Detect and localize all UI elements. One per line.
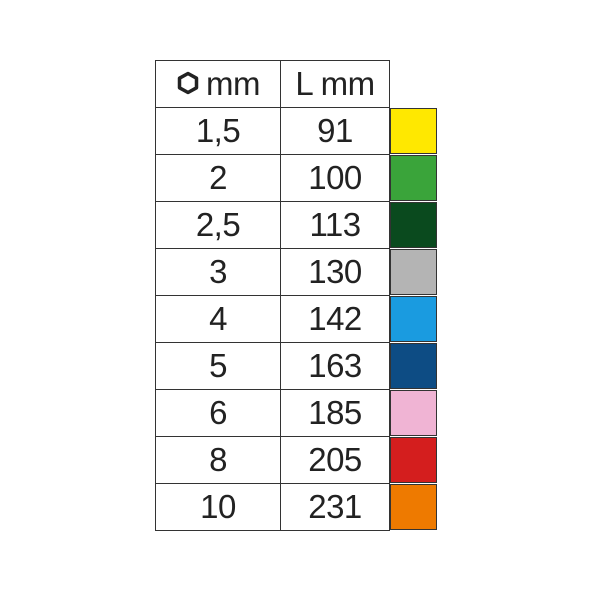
hex-key-size-table: mm L mm 1,5 91 2 100 2,5 113 3 130 4 142 5 163 6 185 8… bbox=[155, 60, 439, 531]
length-cell: 130 bbox=[280, 248, 390, 296]
table-header-row: mm L mm bbox=[155, 60, 439, 108]
color-swatch bbox=[390, 437, 437, 483]
table-row: 5 163 bbox=[155, 342, 439, 390]
hexagon-icon bbox=[177, 72, 199, 95]
color-swatch bbox=[390, 296, 437, 342]
size-cell: 2,5 bbox=[155, 201, 281, 249]
table-row: 3 130 bbox=[155, 248, 439, 296]
header-length: L mm bbox=[280, 60, 390, 108]
size-cell: 1,5 bbox=[155, 107, 281, 155]
table-row: 8 205 bbox=[155, 436, 439, 484]
color-swatch bbox=[390, 484, 437, 530]
size-cell: 8 bbox=[155, 436, 281, 484]
size-cell: 6 bbox=[155, 389, 281, 437]
length-cell: 205 bbox=[280, 436, 390, 484]
table-row: 1,5 91 bbox=[155, 107, 439, 155]
size-cell: 3 bbox=[155, 248, 281, 296]
table-row: 6 185 bbox=[155, 389, 439, 437]
color-swatch bbox=[390, 390, 437, 436]
size-cell: 4 bbox=[155, 295, 281, 343]
color-swatch bbox=[390, 155, 437, 201]
color-swatch bbox=[390, 343, 437, 389]
size-cell: 10 bbox=[155, 483, 281, 531]
header-size-unit: mm bbox=[206, 65, 260, 102]
length-cell: 142 bbox=[280, 295, 390, 343]
header-size: mm bbox=[155, 60, 281, 108]
length-cell: 91 bbox=[280, 107, 390, 155]
color-swatch bbox=[390, 108, 437, 154]
size-cell: 5 bbox=[155, 342, 281, 390]
length-cell: 231 bbox=[280, 483, 390, 531]
table-row: 2 100 bbox=[155, 154, 439, 202]
table-row: 4 142 bbox=[155, 295, 439, 343]
length-cell: 185 bbox=[280, 389, 390, 437]
table-row: 10 231 bbox=[155, 483, 439, 531]
size-cell: 2 bbox=[155, 154, 281, 202]
color-swatch bbox=[390, 202, 437, 248]
color-swatch bbox=[390, 249, 437, 295]
length-cell: 163 bbox=[280, 342, 390, 390]
length-cell: 100 bbox=[280, 154, 390, 202]
length-cell: 113 bbox=[280, 201, 390, 249]
table-row: 2,5 113 bbox=[155, 201, 439, 249]
